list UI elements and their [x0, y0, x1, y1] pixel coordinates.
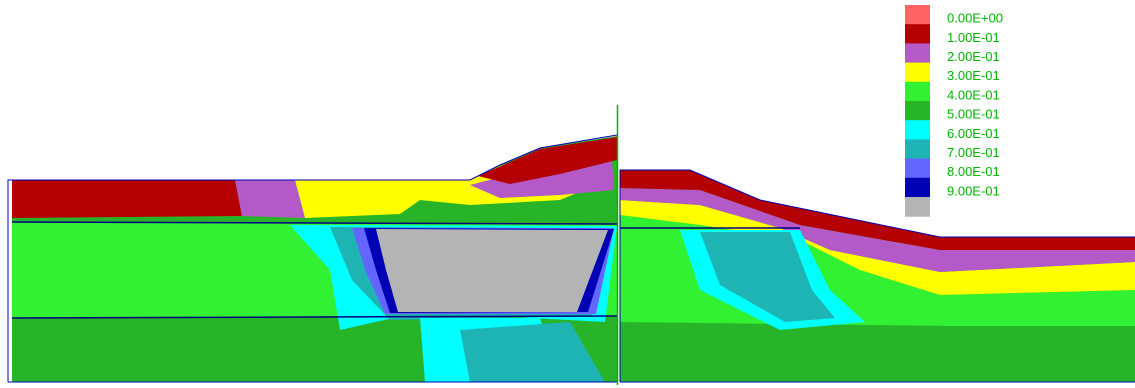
legend-label: 6.00E-01 [947, 126, 1000, 141]
legend-swatch [905, 62, 930, 83]
legend-swatch [905, 81, 930, 102]
legend-swatch [905, 120, 930, 140]
legend-label: 4.00E-01 [947, 87, 1000, 102]
legend-label: 8.00E-01 [947, 164, 1000, 179]
legend-swatch [905, 24, 930, 44]
right-section [619, 169, 1135, 383]
legend-swatch [905, 43, 930, 64]
legend-label: 5.00E-01 [947, 107, 1000, 122]
legend-swatch [905, 177, 930, 198]
legend-label: 7.00E-01 [947, 145, 1000, 160]
legend-label: 3.00E-01 [947, 68, 1000, 83]
legend-label: 2.00E-01 [947, 49, 1000, 64]
legend-label: 1.00E-01 [947, 30, 1000, 45]
left-section [7, 134, 618, 383]
legend-swatch [905, 5, 930, 25]
legend-swatch [905, 101, 930, 121]
legend-label: 9.00E-01 [947, 183, 1000, 198]
legend-swatch [905, 139, 930, 160]
legend: 0.00E+00 1.00E-01 2.00E-01 3.00E-01 4.00E-01… [905, 5, 1003, 217]
legend-swatch [905, 197, 930, 217]
legend-label: 0.00E+00 [947, 11, 1003, 26]
legend-swatch [905, 158, 930, 179]
